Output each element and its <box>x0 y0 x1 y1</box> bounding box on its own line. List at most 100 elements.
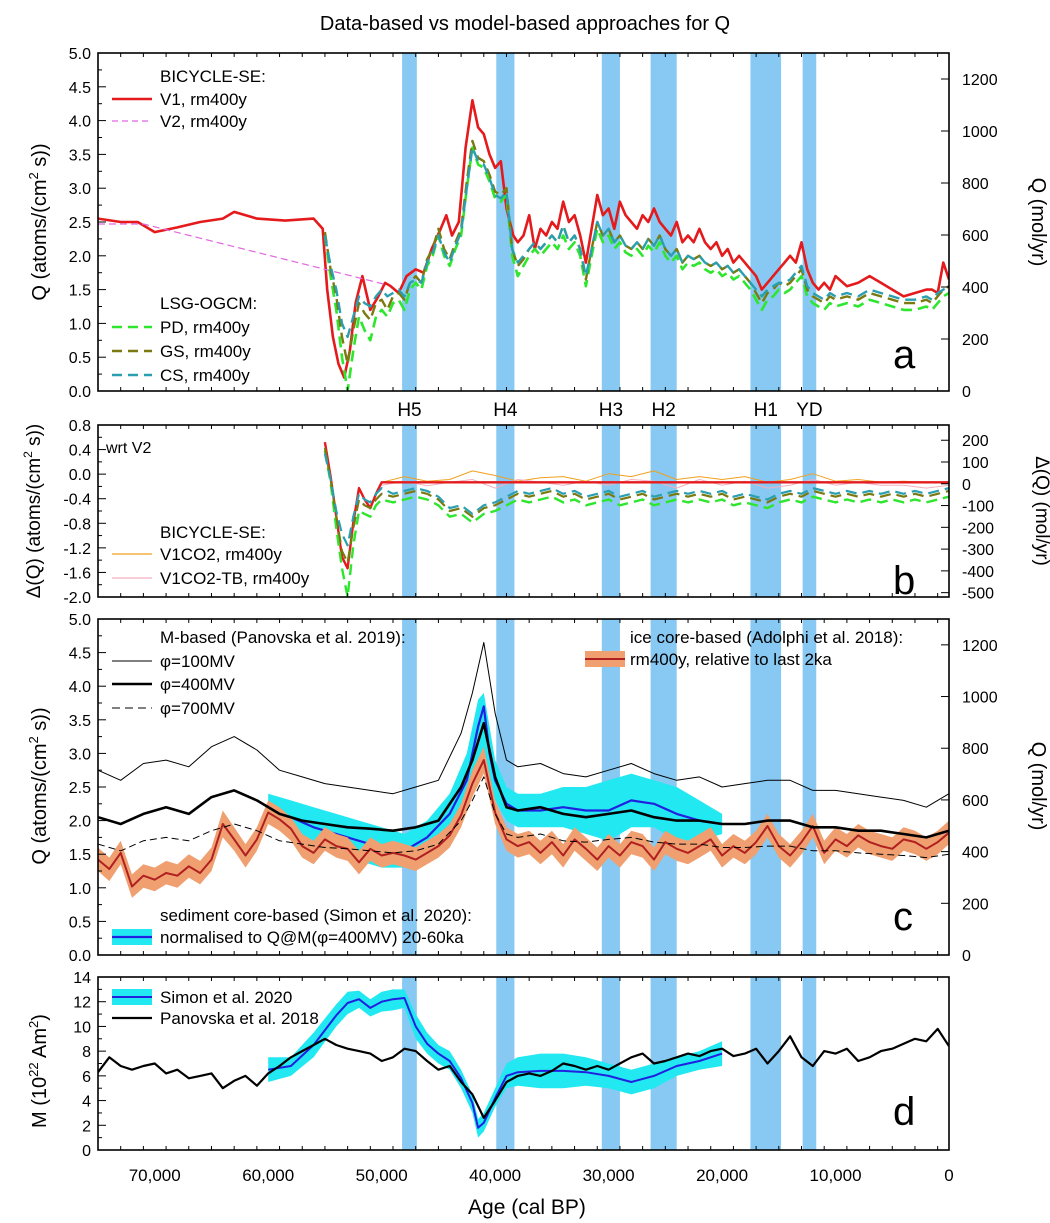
legend-sed-title: sediment core-based (Simon et al. 2020): <box>160 906 472 925</box>
y-right-tick-label-b: 100 <box>962 455 989 472</box>
y-tick-label-b: -1.6 <box>63 565 91 582</box>
panel-a-line-v1-rm400y <box>98 99 949 379</box>
event-label-h1: H1 <box>754 400 778 421</box>
legend-v1-label: V1, rm400y <box>160 90 247 109</box>
legend-gs-label: GS, rm400y <box>160 342 251 361</box>
y-tick-label-a: 2.5 <box>69 215 91 232</box>
panel-a-line-cs-rm400y <box>323 146 949 339</box>
y-tick-label-a: 2.0 <box>69 249 91 266</box>
axis-ticks: 70,000 60,000 50,000 40,000 30,000 20,000 10,0… <box>63 46 997 1185</box>
y-tick-label-c: 3.5 <box>69 713 91 730</box>
event-band-h3-a <box>601 53 620 391</box>
x-tick-label: 30,000 <box>583 1166 635 1185</box>
x-tick-label: 20,000 <box>696 1166 748 1185</box>
event-band-h1-c <box>750 619 782 955</box>
legend-v1co2-label: V1CO2, rm400y <box>160 545 282 564</box>
panel-c-line-rm400y-relative-to-last-2ka <box>98 759 949 888</box>
panel-c-line-100mv <box>98 642 949 808</box>
event-band-yd-b <box>802 425 817 597</box>
legend-ice-label: rm400y, relative to last 2ka <box>630 650 832 669</box>
panel-a-line-v2-rm400y <box>98 223 388 286</box>
y-tick-label-a: 1.5 <box>69 283 91 300</box>
panel-a-texts: Q (atoms/(cm2 s)) Q (mol/yr) a BICYCLE-S… <box>26 67 1049 385</box>
y-right-tick-label-b: 0 <box>962 477 971 494</box>
event-band-h1-d <box>750 977 782 1150</box>
legend-pd-label: PD, rm400y <box>160 318 250 337</box>
y-tick-label-c: 0.5 <box>69 914 91 931</box>
y-tick-label-d: 2 <box>82 1118 91 1135</box>
event-band-h5-a <box>402 53 417 391</box>
legend-phi100-label: φ=100MV <box>160 652 235 671</box>
y-tick-label-b: 0.4 <box>69 443 91 460</box>
event-label-h5: H5 <box>397 400 421 421</box>
x-tick-label: 10,000 <box>810 1166 862 1185</box>
y-right-tick-label-a: 400 <box>962 280 989 297</box>
y-tick-label-d: 6 <box>82 1069 91 1086</box>
y-tick-label-a: 4.5 <box>69 80 91 97</box>
panel-b-line-pd <box>323 450 949 597</box>
y-right-tick-label-c: 1000 <box>962 690 998 707</box>
event-band-h4-b <box>496 425 515 597</box>
y-right-tick-label-c: 800 <box>962 741 989 758</box>
y-tick-label-d: 10 <box>73 1019 91 1036</box>
x-tick-label: 70,000 <box>129 1166 181 1185</box>
panel-b-note: wrt V2 <box>105 440 151 457</box>
y-right-tick-label-b: -100 <box>962 499 994 516</box>
y-right-tick-label-a: 200 <box>962 332 989 349</box>
y-tick-label-b: 0.8 <box>69 418 91 435</box>
y-right-tick-label-c: 200 <box>962 896 989 913</box>
panel-a-ylabel-right: Q (mol/yr) <box>1027 178 1049 267</box>
event-band-h2-b <box>650 425 677 597</box>
panel-d-line-panovska-et-al-2018 <box>98 1027 949 1120</box>
y-tick-label-a: 5.0 <box>69 46 91 63</box>
panel-a-line-gs-rm400y <box>323 139 949 366</box>
event-band-yd-c <box>802 619 817 955</box>
event-band-h4-d <box>496 977 515 1150</box>
y-tick-label-d: 0 <box>82 1143 91 1160</box>
panel-b-ylabel-right: Δ(Q) (mol/yr) <box>1031 456 1050 566</box>
panel-c-ylabel-right: Q (mol/yr) <box>1027 742 1049 831</box>
panel-b-texts: Δ(Q) (atoms/(cm2 s)) Δ(Q) (mol/yr) b wrt… <box>21 424 1050 603</box>
y-right-tick-label-c: 400 <box>962 845 989 862</box>
y-tick-label-d: 4 <box>82 1094 91 1111</box>
legend-bicycle-title: BICYCLE-SE: <box>160 67 266 86</box>
panel-c-band-ice-core-based-adolphi-et-al-2018 <box>98 746 949 898</box>
y-right-tick-label-c: 1200 <box>962 638 998 655</box>
y-tick-label-d: 8 <box>82 1044 91 1061</box>
event-band-h2-a <box>650 53 677 391</box>
event-bands <box>402 53 817 1150</box>
y-tick-label-a: 4.0 <box>69 114 91 131</box>
x-axis-label: Age (cal BP) <box>468 1196 586 1219</box>
event-band-yd-a <box>802 53 817 391</box>
event-label-yd: YD <box>796 400 822 421</box>
panel-b-letter: b <box>893 559 915 603</box>
x-tick-label: 50,000 <box>356 1166 408 1185</box>
y-right-tick-label-c: 600 <box>962 793 989 810</box>
event-band-h5-b <box>402 425 417 597</box>
panel-c-letter: c <box>893 895 913 939</box>
x-tick-label: 0 <box>944 1166 953 1185</box>
panel-b-line-v1 <box>323 442 949 570</box>
y-tick-label-d: 12 <box>73 995 91 1012</box>
event-band-h3-b <box>601 425 620 597</box>
event-band-h4-a <box>496 53 515 391</box>
legend-m-title: M-based (Panovska et al. 2019): <box>160 628 406 647</box>
panel-d-ylabel: M (1022 Am2) <box>26 1014 51 1128</box>
legend-sed-label: normalised to Q@M(φ=400MV) 20-60ka <box>160 928 464 947</box>
y-right-tick-label-a: 800 <box>962 176 989 193</box>
y-tick-label-c: 0.0 <box>69 948 91 965</box>
y-tick-label-a: 3.0 <box>69 181 91 198</box>
panel-b-series <box>323 442 949 597</box>
panel-c-line-400mv <box>98 721 949 839</box>
y-tick-label-b: -1.2 <box>63 541 91 558</box>
event-band-h1-a <box>750 53 782 391</box>
panel-b-line-cs <box>323 453 949 547</box>
event-label-h4: H4 <box>493 400 518 421</box>
panel-c-series <box>98 642 949 898</box>
panel-d-line-simon-et-al-2020 <box>268 997 723 1129</box>
y-right-tick-label-a: 1000 <box>962 124 998 141</box>
legend-phi400-label: φ=400MV <box>160 675 235 694</box>
y-right-tick-label-b: -200 <box>962 520 994 537</box>
panel-b-line-gs <box>323 447 949 564</box>
